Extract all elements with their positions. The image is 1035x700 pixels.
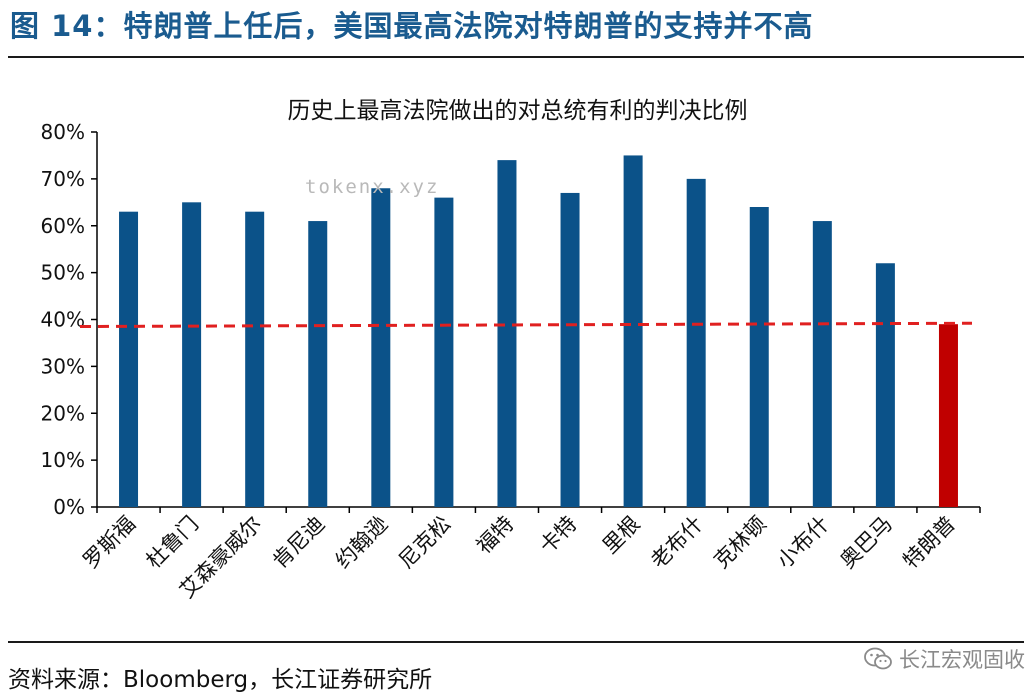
y-tick-label: 40%	[41, 308, 85, 332]
x-tick-label: 特朗普	[898, 512, 960, 574]
bar-6	[434, 197, 454, 507]
bar-7	[497, 160, 517, 507]
x-tick-label: 卡特	[535, 512, 582, 559]
chart-title: 历史上最高法院做出的对总统有利的判决比例	[287, 98, 748, 124]
bar-9	[623, 155, 643, 507]
wechat-account-badge: 长江宏观固收	[863, 644, 1025, 674]
chart-bars	[119, 155, 958, 507]
x-tick-label: 老布什	[646, 512, 708, 574]
y-tick-label: 20%	[41, 401, 85, 425]
title-divider	[8, 56, 1024, 58]
reference-line-group	[79, 321, 973, 329]
bar-5	[371, 188, 391, 507]
bar-3	[245, 211, 265, 507]
y-tick-label: 80%	[41, 120, 85, 144]
wechat-icon	[864, 647, 892, 670]
x-tick-label: 杜鲁门	[142, 512, 204, 574]
x-tick-label: 里根	[598, 512, 645, 559]
bar-2	[182, 202, 202, 507]
bar-14	[938, 324, 958, 507]
bar-10	[686, 178, 706, 507]
bar-11	[749, 207, 769, 507]
bar-1	[119, 211, 139, 507]
x-tick-label: 福特	[472, 512, 519, 559]
x-tick-label: 小布什	[772, 512, 834, 574]
x-tick-label: 肯尼迪	[268, 512, 330, 574]
x-tick-label: 克林顿	[709, 512, 771, 574]
source-note: 资料来源：Bloomberg，长江证券研究所	[8, 667, 433, 693]
x-tick-label: 奥巴马	[835, 512, 897, 574]
chart-axes: 0% 10% 20% 30% 40% 50% 60% 70% 80%	[41, 120, 981, 519]
wechat-account-name: 长江宏观固收	[899, 648, 1025, 672]
y-tick-label: 50%	[41, 261, 85, 285]
y-tick-label: 0%	[53, 495, 85, 519]
bar-13	[875, 263, 895, 507]
reference-line	[79, 321, 973, 329]
watermark: tokenx.xyz	[305, 176, 440, 198]
y-tick-label: 10%	[41, 448, 85, 472]
y-tick-label: 70%	[41, 167, 85, 191]
x-tick-label: 约翰逊	[331, 512, 393, 574]
y-tick-label: 30%	[41, 354, 85, 378]
x-tick-label: 尼克松	[394, 512, 456, 574]
bar-4	[308, 221, 328, 507]
figure-title: 图 14：特朗普上任后，美国最高法院对特朗普的支持并不高	[10, 9, 814, 43]
source-divider	[8, 641, 1024, 643]
y-tick-label: 60%	[41, 214, 85, 238]
bar-8	[560, 192, 580, 507]
bar-12	[812, 221, 832, 507]
x-tick-label: 罗斯福	[79, 512, 141, 574]
